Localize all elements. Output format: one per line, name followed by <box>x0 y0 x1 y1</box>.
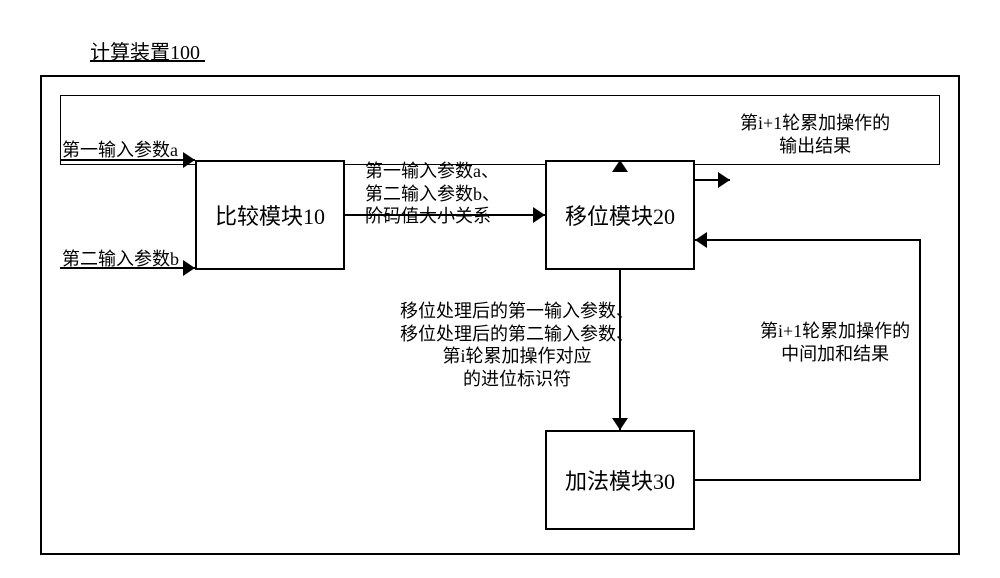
shift-to-add-label: 移位处理后的第一输入参数、 移位处理后的第二输入参数、 第i轮累加操作对应 的进… <box>400 300 634 390</box>
input-b-text: 第二输入参数b <box>62 249 179 269</box>
add-to-shift-text: 第i+1轮累加操作的 中间加和结果 <box>760 321 910 364</box>
add-module-label: 加法模块30 <box>565 464 675 496</box>
compare-to-shift-label: 第一输入参数a、 第二输入参数b、 阶码值大小关系 <box>365 160 500 228</box>
add-to-shift-label: 第i+1轮累加操作的 中间加和结果 <box>760 320 910 365</box>
shift-module-box: 移位模块20 <box>545 160 695 270</box>
shift-to-add-text: 移位处理后的第一输入参数、 移位处理后的第二输入参数、 第i轮累加操作对应 的进… <box>400 301 634 389</box>
diagram-title: 计算装置100 _ <box>90 36 215 65</box>
output-result-label: 第i+1轮累加操作的 输出结果 <box>740 112 890 157</box>
input-a-text: 第一输入参数a <box>62 140 178 160</box>
shift-module-label: 移位模块20 <box>565 199 675 231</box>
compare-module-label: 比较模块10 <box>215 199 325 231</box>
title-text: 计算装置100 <box>90 42 200 64</box>
input-a-label: 第一输入参数a <box>62 139 178 162</box>
add-module-box: 加法模块30 <box>545 430 695 530</box>
compare-module-box: 比较模块10 <box>195 160 345 270</box>
diagram-canvas: 计算装置100 _ 比较模块10 移位模块20 加法模块30 第一输入参数a 第… <box>0 0 1000 578</box>
output-result-text: 第i+1轮累加操作的 输出结果 <box>740 113 890 156</box>
input-b-label: 第二输入参数b <box>62 248 179 271</box>
compare-to-shift-text: 第一输入参数a、 第二输入参数b、 阶码值大小关系 <box>365 161 500 226</box>
